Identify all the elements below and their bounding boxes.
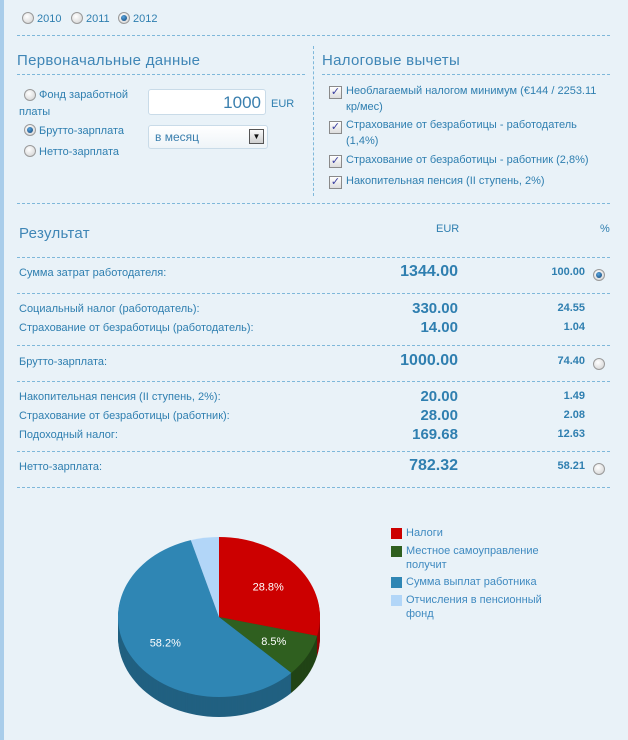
deduction-label-2-cont: (1,4%) xyxy=(346,135,379,147)
result-row-label: Брутто-зарплата: xyxy=(19,356,108,368)
gross-salary-radio[interactable] xyxy=(24,124,36,136)
year-radio-2011[interactable] xyxy=(71,12,83,24)
legend-label: Местное самоуправление xyxy=(406,545,539,557)
deductions-title: Налоговые вычеты xyxy=(322,52,461,69)
result-row-label: Подоходный налог: xyxy=(19,429,118,441)
divider xyxy=(322,74,610,75)
deduction-checkbox-2[interactable]: ✓ xyxy=(329,121,342,134)
chevron-down-icon[interactable]: ▼ xyxy=(249,129,264,144)
year-label-2012: 2012 xyxy=(133,13,158,25)
result-row-label: Накопительная пенсия (II ступень, 2%): xyxy=(19,391,221,403)
deduction-checkbox-1[interactable]: ✓ xyxy=(329,86,342,99)
deduction-label-2: Страхование от безработицы - работодател… xyxy=(346,119,577,131)
chart-base-radio[interactable] xyxy=(593,463,605,475)
result-row-eur: 14.00 xyxy=(420,319,458,336)
legend-swatch xyxy=(391,546,402,557)
result-row-eur: 782.32 xyxy=(409,457,458,474)
result-row-label: Социальный налог (работодатель): xyxy=(19,303,200,315)
result-row-pct: 100.00 xyxy=(551,266,585,278)
divider xyxy=(17,293,610,294)
result-row-label: Страхование от безработицы (работник): xyxy=(19,410,230,422)
legend-swatch xyxy=(391,595,402,606)
year-radio-2012[interactable] xyxy=(118,12,130,24)
pie-slice-label: 28.8% xyxy=(253,581,284,593)
panel-border xyxy=(0,0,4,740)
pie-slice xyxy=(219,537,320,636)
period-value: в месяц xyxy=(155,130,200,144)
result-row-pct: 58.21 xyxy=(557,460,585,472)
legend-label: Налоги xyxy=(406,527,443,539)
pie-slice xyxy=(219,617,318,673)
net-salary-radio[interactable] xyxy=(24,145,36,157)
result-row-pct: 2.08 xyxy=(563,409,585,421)
pie-slice-label: 58.2% xyxy=(150,638,181,650)
divider xyxy=(17,74,305,75)
net-salary-label: Нетто-зарплата xyxy=(39,146,119,158)
legend-swatch xyxy=(391,577,402,588)
initial-data-title: Первоначальные данные xyxy=(17,52,201,69)
pie-slice xyxy=(190,537,219,617)
result-row-eur: 20.00 xyxy=(420,388,458,405)
result-row-eur: 28.00 xyxy=(420,407,458,424)
col-pct-header: % xyxy=(600,223,610,235)
result-row-eur: 330.00 xyxy=(412,300,458,317)
col-eur-header: EUR xyxy=(436,223,460,235)
legend-swatch xyxy=(391,528,402,539)
legend-label: Отчисления в пенсионный xyxy=(406,594,542,606)
deduction-label-1-cont: кр/мес) xyxy=(346,101,383,113)
divider xyxy=(17,203,610,204)
result-row-pct: 74.40 xyxy=(557,355,585,367)
year-label-2010: 2010 xyxy=(37,13,62,25)
result-row-eur: 1000.00 xyxy=(400,352,458,369)
payroll-fund-label: Фонд заработной xyxy=(39,89,128,101)
payroll-fund-radio[interactable] xyxy=(24,89,36,101)
period-select[interactable]: в месяц ▼ xyxy=(148,125,268,149)
divider xyxy=(17,381,610,382)
divider xyxy=(17,35,610,36)
year-radio-2010[interactable] xyxy=(22,12,34,24)
divider xyxy=(17,345,610,346)
payroll-fund-label-cont: платы xyxy=(19,106,51,118)
vertical-divider xyxy=(313,46,314,196)
chart-base-radio[interactable] xyxy=(593,358,605,370)
result-row-label: Сумма затрат работодателя: xyxy=(19,267,167,279)
gross-salary-label: Брутто-зарплата xyxy=(39,125,125,137)
divider xyxy=(17,451,610,452)
result-title: Результат xyxy=(19,225,90,242)
result-row-pct: 12.63 xyxy=(557,428,585,440)
result-row-label: Страхование от безработицы (работодатель… xyxy=(19,322,254,334)
amount-input[interactable]: 1000 xyxy=(148,89,266,115)
result-row-eur: 169.68 xyxy=(412,426,458,443)
deduction-label-4: Накопительная пенсия (II ступень, 2%) xyxy=(346,175,545,187)
result-row-eur: 1344.00 xyxy=(400,263,458,280)
legend-label-cont: фонд xyxy=(406,608,434,620)
result-row-pct: 24.55 xyxy=(557,302,585,314)
result-row-label: Нетто-зарплата: xyxy=(19,461,103,473)
year-label-2011: 2011 xyxy=(86,13,110,25)
deduction-label-3: Страхование от безработицы - работник (2… xyxy=(346,154,589,166)
divider xyxy=(17,257,610,258)
result-row-pct: 1.04 xyxy=(563,321,585,333)
legend-label-cont: получит xyxy=(406,559,447,571)
currency-label: EUR xyxy=(271,98,295,110)
pie-slice xyxy=(117,540,292,697)
pie-slice-label: 8.5% xyxy=(261,636,286,648)
legend-label: Сумма выплат работника xyxy=(406,576,537,588)
divider xyxy=(17,487,610,488)
chart-base-radio[interactable] xyxy=(593,269,605,281)
deduction-checkbox-4[interactable]: ✓ xyxy=(329,176,342,189)
result-row-pct: 1.49 xyxy=(563,390,585,402)
deduction-label-1: Необлагаемый налогом минимум (€144 / 225… xyxy=(346,85,597,97)
deduction-checkbox-3[interactable]: ✓ xyxy=(329,155,342,168)
